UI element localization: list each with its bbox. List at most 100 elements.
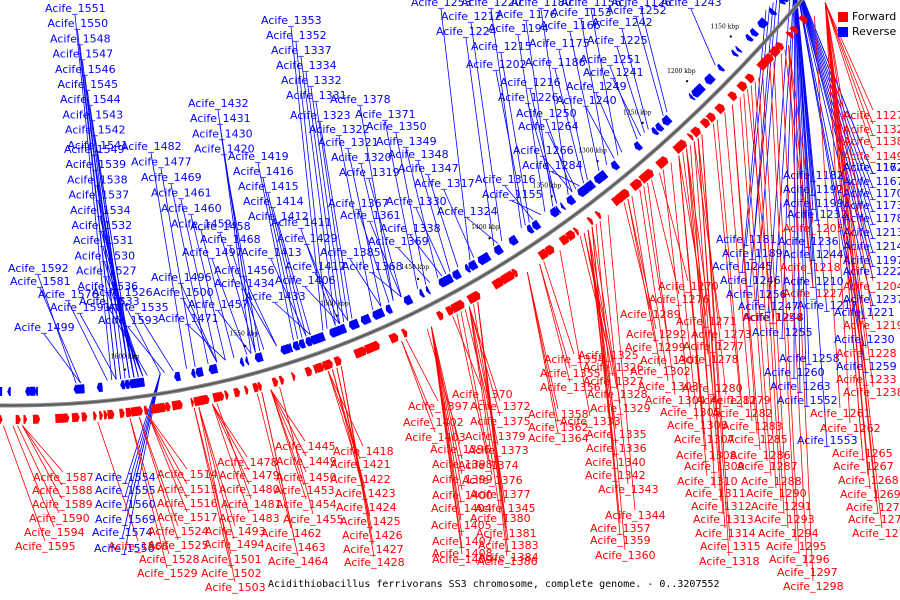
forward-gene-leader-line — [762, 73, 789, 529]
forward-gene-label: Acife_1276 — [649, 293, 710, 306]
reverse-gene-leader-line — [160, 168, 196, 368]
reverse-gene-label: Acife_1549 — [64, 143, 125, 156]
forward-gene-label: Acife_1262 — [820, 422, 881, 435]
legend-forward: Forward — [838, 9, 896, 24]
kbp-label: 1400 kbp — [471, 224, 500, 231]
forward-gene-arrow — [699, 118, 711, 129]
reverse-gene-leader-line — [495, 70, 526, 226]
reverse-gene-leader-line — [102, 247, 139, 377]
forward-gene-label: Acife_1312 — [691, 500, 752, 513]
forward-gene-arrow — [252, 382, 259, 393]
forward-gene-label: Acife_1376 — [462, 474, 523, 487]
kbp-label: 1550 kbp — [230, 330, 259, 337]
reverse-gene-label: Acife_1574 — [92, 526, 153, 539]
forward-gene-arrow — [633, 178, 643, 188]
forward-gene-label: Acife_1595 — [15, 540, 76, 553]
forward-gene-leader-line — [212, 404, 250, 471]
forward-gene-arrow — [107, 409, 115, 420]
reverse-gene-arrow — [464, 263, 472, 273]
kbp-tick — [123, 368, 126, 371]
forward-gene-label: Acife_1501 — [201, 553, 262, 566]
reverse-gene-label: Acife_1175 — [529, 37, 590, 50]
reverse-gene-leader-line — [440, 8, 471, 261]
reverse-gene-leader-line — [368, 178, 402, 298]
reverse-gene-label: Acife_1471 — [158, 312, 219, 325]
forward-swatch — [838, 11, 848, 22]
forward-gene-label: Acife_1403 — [405, 431, 466, 444]
reverse-gene-leader-line — [409, 234, 443, 277]
forward-gene-label: Acife_1340 — [585, 456, 646, 469]
forward-gene-arrow — [789, 25, 799, 35]
reverse-gene-leader-line — [621, 28, 649, 130]
reverse-gene-label: Acife_1569 — [95, 513, 156, 526]
reverse-gene-leader-line — [795, 0, 828, 448]
forward-gene-leader-line — [651, 179, 680, 295]
forward-gene-leader-line — [599, 220, 629, 485]
forward-gene-leader-line — [607, 214, 636, 511]
legend-reverse-label: Reverse — [852, 25, 897, 38]
reverse-gene-leader-line — [794, 0, 801, 394]
genome-caption: Acidithiobacillus ferrivorans SS3 chromo… — [268, 579, 720, 590]
forward-gene-label: Acife_1335 — [586, 428, 647, 441]
reverse-gene-label: Acife_1173 — [843, 199, 900, 212]
reverse-gene-leader-line — [243, 276, 277, 347]
reverse-gene-label: Acife_1243 — [661, 0, 722, 9]
forward-gene-arrow — [435, 310, 444, 321]
forward-gene-arrow — [586, 217, 594, 226]
reverse-gene-arrow — [314, 332, 326, 344]
reverse-gene-leader-line — [405, 147, 439, 279]
reverse-gene-leader-line — [595, 92, 623, 153]
forward-gene-label: Acife_1409 — [432, 553, 493, 566]
reverse-gene-arrow — [305, 336, 313, 347]
forward-gene-label: Acife_1304 — [645, 394, 706, 407]
forward-gene-label: Acife_1445 — [275, 440, 336, 453]
forward-gene-track — [0, 15, 808, 424]
reverse-gene-leader-line — [123, 373, 161, 556]
forward-gene-arrow — [565, 230, 576, 242]
forward-gene-label: Acife_1238 — [843, 386, 900, 399]
forward-gene-leader-line — [431, 326, 462, 504]
forward-gene-label: Acife_1297 — [777, 566, 838, 579]
forward-gene-label: Acife_1379 — [465, 430, 526, 443]
reverse-gene-arrow — [75, 384, 85, 394]
reverse-gene-arrow — [549, 206, 560, 218]
reverse-gene-leader-line — [127, 326, 166, 373]
reverse-gene-label: Acife_1432 — [188, 97, 249, 110]
forward-gene-arrow — [388, 332, 399, 344]
forward-gene-label: Acife_1204 — [843, 280, 900, 293]
forward-gene-label: Acife_1227 — [783, 287, 844, 300]
reverse-gene-label: Acife_1477 — [131, 156, 192, 169]
forward-gene-leader-line — [591, 226, 621, 404]
reverse-gene-label: Acife_1251 — [580, 53, 641, 66]
forward-gene-label: Acife_1374 — [458, 459, 519, 472]
forward-gene-arrow — [15, 415, 21, 424]
reverse-gene-label: Acife_1199 — [783, 197, 844, 210]
reverse-gene-label: Acife_1181 — [716, 233, 777, 246]
forward-gene-label: Acife_1343 — [598, 483, 659, 496]
reverse-gene-label: Acife_1553 — [797, 434, 858, 447]
forward-gene-arrow — [353, 347, 365, 359]
forward-gene-label: Acife_1587 — [33, 471, 94, 484]
reverse-gene-leader-line — [585, 106, 615, 159]
forward-gene-label: Acife_1281 — [696, 394, 757, 407]
reverse-gene-label: Acife_1156 — [561, 0, 622, 9]
reverse-gene-arrow — [731, 49, 739, 57]
reverse-gene-leader-line — [427, 174, 459, 268]
reverse-gene-arrow — [484, 251, 492, 262]
reverse-gene-label: Acife_1593 — [98, 314, 159, 327]
forward-gene-arrow — [727, 91, 738, 102]
reverse-gene-label: Acife_1320 — [331, 151, 392, 164]
forward-gene-label: Acife_1218 — [780, 261, 841, 274]
reverse-gene-label: Acife_1258 — [779, 352, 840, 365]
reverse-gene-label: Acife_1497 — [182, 246, 243, 259]
reverse-gene-label: Acife_1153 — [551, 6, 612, 19]
reverse-gene-leader-line — [397, 247, 431, 283]
forward-gene-leader-line — [212, 404, 250, 514]
forward-gene-leader-line — [662, 169, 691, 408]
reverse-gene-label: Acife_1210 — [783, 275, 844, 288]
forward-gene-leader-line — [198, 407, 236, 583]
forward-gene-leader-line — [212, 403, 248, 458]
reverse-gene-label: Acife_1347 — [398, 162, 459, 175]
forward-gene-arrow — [312, 364, 318, 374]
forward-gene-label: Acife_1360 — [595, 549, 656, 562]
